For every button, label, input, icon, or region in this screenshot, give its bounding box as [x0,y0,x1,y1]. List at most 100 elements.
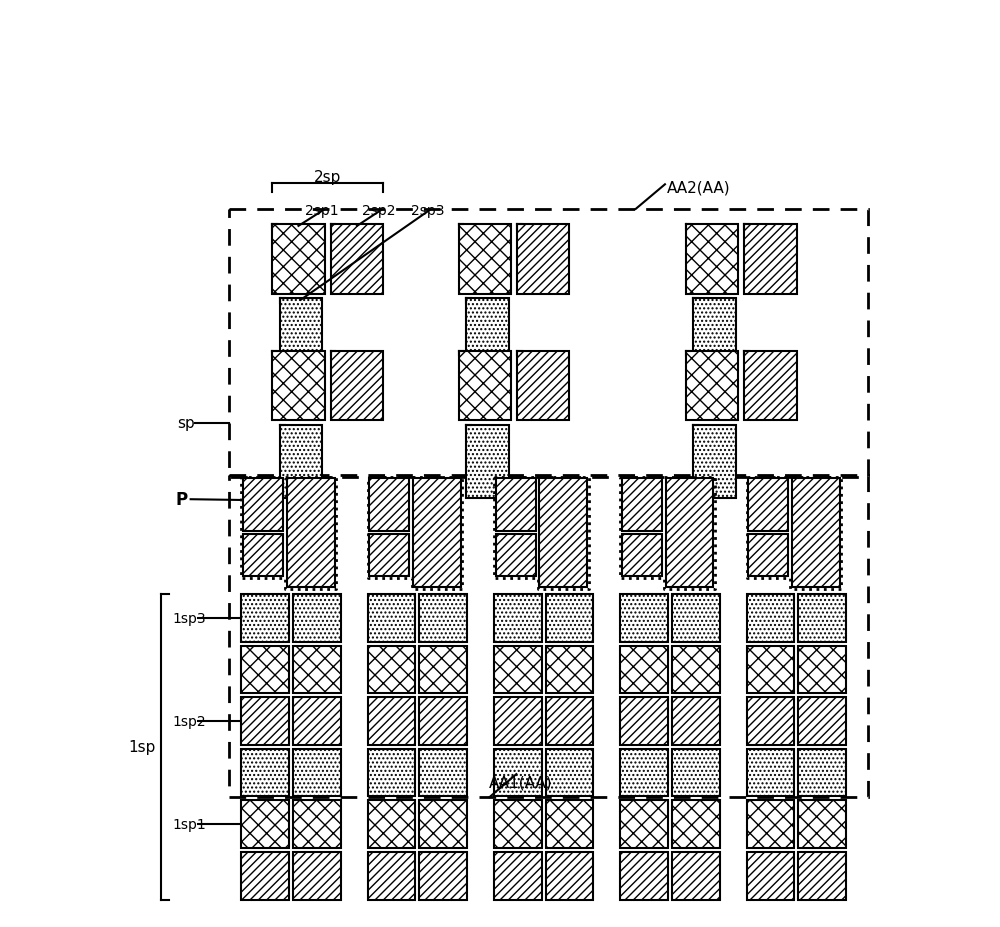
Bar [798,594,846,642]
Bar [368,800,415,848]
Bar [798,697,846,745]
Bar [496,534,536,577]
Bar [620,800,668,848]
Bar [686,225,738,294]
Bar [496,479,536,531]
Bar [243,479,283,531]
Bar [620,646,668,693]
Bar [459,225,511,294]
Bar [798,852,846,899]
Bar [672,594,720,642]
Bar [494,594,542,642]
Bar [466,425,509,498]
Bar [293,852,341,899]
Bar [287,479,335,588]
Bar [672,749,720,796]
Bar [229,476,868,797]
Bar [546,697,593,745]
Bar [747,852,794,899]
Bar [620,852,668,899]
Bar [798,646,846,693]
Bar [747,800,794,848]
Bar [368,594,415,642]
Bar [419,800,467,848]
Bar [419,646,467,693]
Bar [369,479,409,531]
Bar [546,646,593,693]
Bar [517,351,569,421]
Bar [241,852,289,899]
Bar [293,749,341,796]
Bar [369,534,409,577]
Bar [747,646,794,693]
Bar [368,749,415,796]
Bar [293,594,341,642]
Bar [494,749,542,796]
Bar [747,749,794,796]
Bar [622,534,662,577]
Text: P: P [175,490,187,509]
Bar [243,534,283,577]
Bar [744,351,797,421]
Bar [792,479,840,588]
Text: 2sp2: 2sp2 [362,204,396,218]
Bar [546,749,593,796]
Bar [798,749,846,796]
Bar [280,425,322,498]
Bar [747,697,794,745]
Bar [293,800,341,848]
Bar [744,225,797,294]
Text: AA2(AA): AA2(AA) [666,181,730,196]
Bar [419,852,467,899]
Bar [368,646,415,693]
Bar [747,594,794,642]
Bar [546,594,593,642]
Bar [798,800,846,848]
Bar [368,697,415,745]
Bar [331,351,383,421]
Bar [494,697,542,745]
Bar [546,800,593,848]
Bar [241,594,289,642]
Bar [331,225,383,294]
Bar [620,749,668,796]
Bar [241,800,289,848]
Bar [466,298,509,372]
Text: 1sp: 1sp [128,740,155,755]
Text: 1sp1: 1sp1 [172,818,206,832]
Bar [229,210,868,477]
Bar [622,479,662,531]
Bar [368,852,415,899]
Bar [693,425,736,498]
Bar [748,534,788,577]
Bar [672,852,720,899]
Bar [419,594,467,642]
Bar [293,646,341,693]
Bar [672,697,720,745]
Bar [413,479,461,588]
Bar [459,351,511,421]
Bar [272,351,325,421]
Text: AA1(AA): AA1(AA) [488,774,552,789]
Bar [494,852,542,899]
Bar [672,800,720,848]
Bar [686,351,738,421]
Text: 2sp: 2sp [314,170,341,184]
Bar [672,646,720,693]
Text: 1sp2: 1sp2 [172,714,206,729]
Bar [494,646,542,693]
Text: 2sp3: 2sp3 [411,204,444,218]
Bar [280,298,322,372]
Bar [693,298,736,372]
Bar [419,749,467,796]
Bar [666,479,713,588]
Bar [293,697,341,745]
Bar [494,800,542,848]
Bar [539,479,587,588]
Bar [620,697,668,745]
Bar [272,225,325,294]
Bar [748,479,788,531]
Bar [419,697,467,745]
Text: 1sp3: 1sp3 [172,611,206,625]
Bar [241,749,289,796]
